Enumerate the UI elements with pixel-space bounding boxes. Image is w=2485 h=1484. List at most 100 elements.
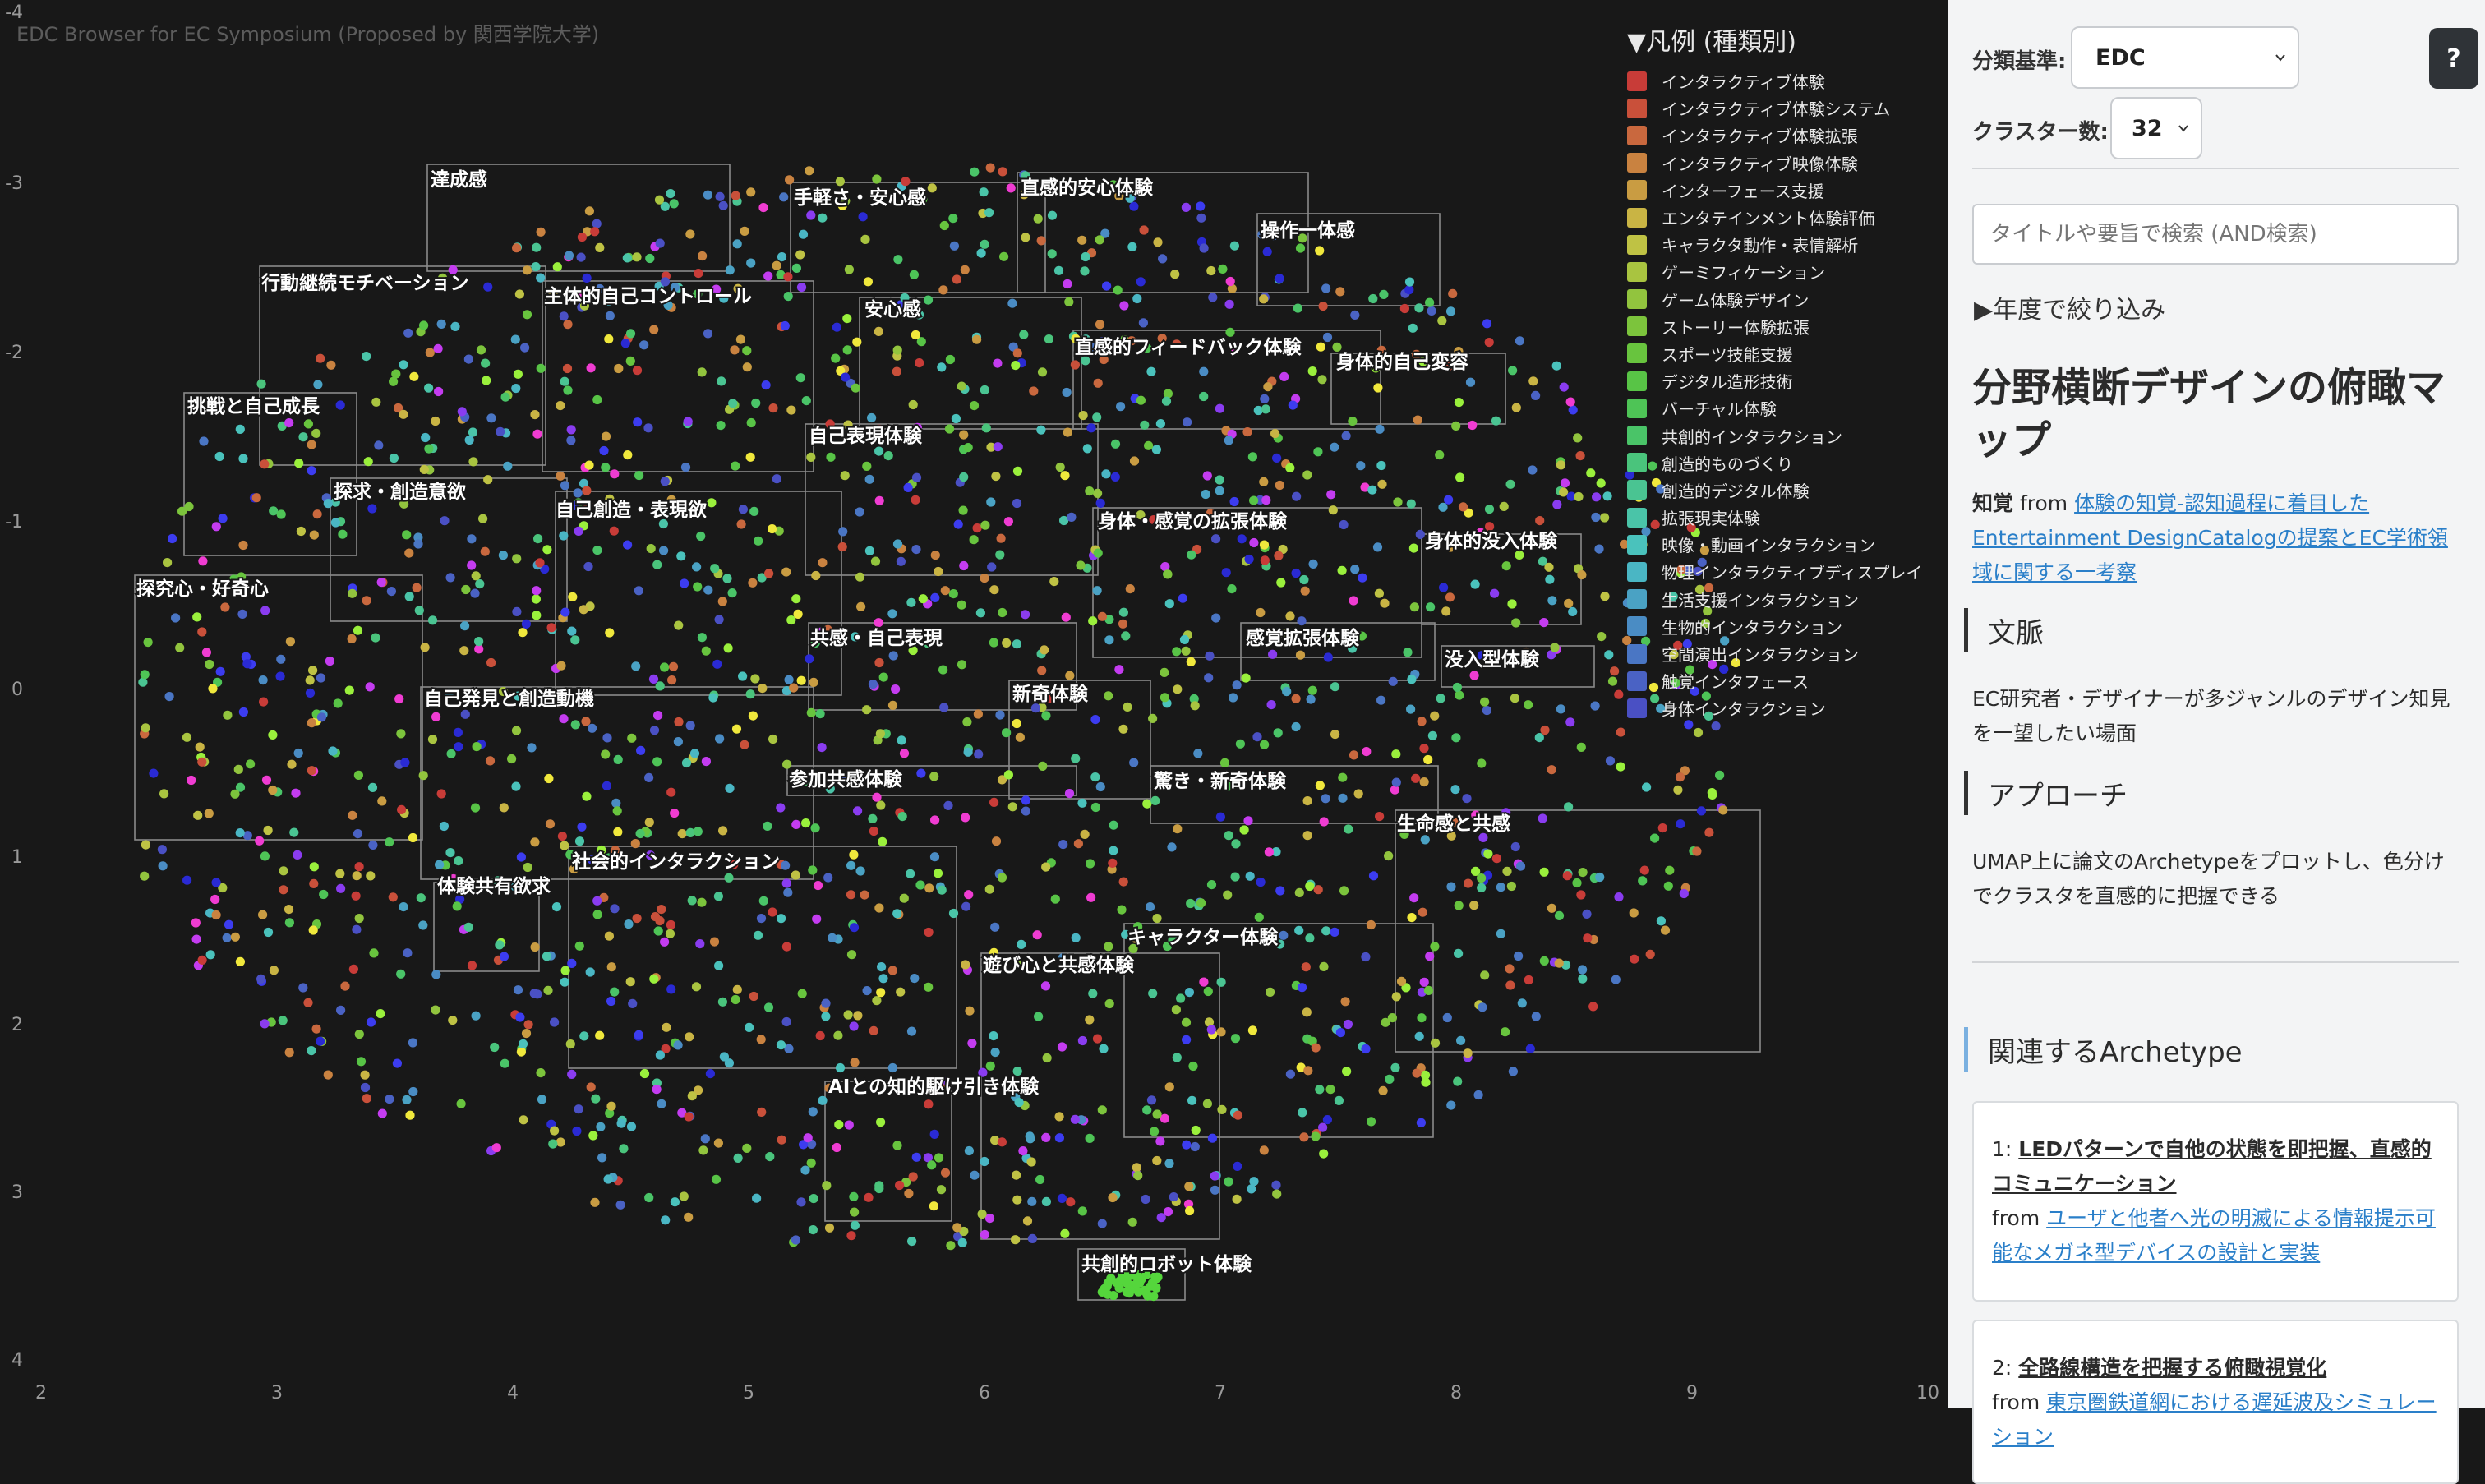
data-point[interactable] bbox=[481, 358, 491, 368]
data-point[interactable] bbox=[1041, 862, 1051, 872]
data-point[interactable] bbox=[964, 890, 974, 900]
data-point[interactable] bbox=[1298, 233, 1307, 243]
data-point[interactable] bbox=[376, 1009, 385, 1019]
data-point[interactable] bbox=[809, 677, 818, 688]
data-point[interactable] bbox=[1191, 1125, 1201, 1136]
data-point[interactable] bbox=[733, 283, 743, 293]
data-point[interactable] bbox=[376, 578, 386, 588]
data-point[interactable] bbox=[1182, 1035, 1192, 1044]
data-point[interactable] bbox=[514, 289, 525, 299]
data-point[interactable] bbox=[740, 740, 749, 749]
data-point[interactable] bbox=[1272, 1189, 1282, 1199]
data-point[interactable] bbox=[1022, 1216, 1033, 1226]
data-point[interactable] bbox=[1368, 871, 1379, 881]
data-point[interactable] bbox=[570, 720, 580, 730]
data-point[interactable] bbox=[530, 837, 540, 847]
data-point[interactable] bbox=[1302, 470, 1312, 480]
data-point[interactable] bbox=[1554, 958, 1564, 968]
data-point[interactable] bbox=[440, 516, 450, 526]
data-point[interactable] bbox=[965, 1006, 975, 1016]
data-point[interactable] bbox=[1656, 484, 1666, 494]
data-point[interactable] bbox=[960, 265, 970, 274]
data-point[interactable] bbox=[193, 810, 203, 820]
data-point[interactable] bbox=[1223, 781, 1233, 791]
data-point[interactable] bbox=[1441, 606, 1451, 616]
data-point[interactable] bbox=[669, 199, 679, 209]
data-point[interactable] bbox=[396, 969, 406, 979]
data-point[interactable] bbox=[1484, 338, 1494, 348]
data-point[interactable] bbox=[1059, 515, 1069, 526]
data-point[interactable] bbox=[810, 823, 820, 833]
data-point[interactable] bbox=[303, 419, 313, 429]
data-point[interactable] bbox=[242, 831, 252, 841]
data-point[interactable] bbox=[823, 873, 833, 883]
data-point[interactable] bbox=[1002, 728, 1012, 738]
data-point[interactable] bbox=[276, 509, 286, 519]
data-point[interactable] bbox=[998, 607, 1007, 618]
data-point[interactable] bbox=[592, 910, 602, 919]
data-point[interactable] bbox=[1029, 386, 1039, 396]
data-point[interactable] bbox=[670, 1197, 680, 1207]
data-point[interactable] bbox=[191, 918, 201, 928]
data-point[interactable] bbox=[1419, 977, 1429, 987]
data-point[interactable] bbox=[906, 597, 916, 607]
data-point[interactable] bbox=[1454, 398, 1464, 408]
data-point[interactable] bbox=[1614, 892, 1624, 902]
data-point[interactable] bbox=[433, 343, 443, 353]
data-point[interactable] bbox=[507, 754, 517, 764]
data-point[interactable] bbox=[1164, 1159, 1174, 1168]
data-point[interactable] bbox=[394, 403, 403, 413]
data-point[interactable] bbox=[1715, 770, 1725, 781]
data-point[interactable] bbox=[474, 644, 484, 654]
data-point[interactable] bbox=[1445, 592, 1455, 602]
data-point[interactable] bbox=[796, 1197, 806, 1207]
data-point[interactable] bbox=[284, 905, 294, 915]
data-point[interactable] bbox=[1506, 881, 1516, 892]
data-point[interactable] bbox=[685, 229, 695, 239]
data-point[interactable] bbox=[1231, 839, 1241, 849]
data-point[interactable] bbox=[984, 1214, 995, 1224]
data-point[interactable] bbox=[1259, 1145, 1269, 1155]
data-point[interactable] bbox=[1215, 403, 1224, 413]
data-point[interactable] bbox=[1528, 376, 1538, 386]
data-point[interactable] bbox=[158, 861, 168, 871]
data-point[interactable] bbox=[693, 582, 703, 592]
data-point[interactable] bbox=[1046, 694, 1056, 703]
data-point[interactable] bbox=[1012, 466, 1023, 477]
data-point[interactable] bbox=[1235, 739, 1245, 749]
data-point[interactable] bbox=[352, 924, 362, 934]
data-point[interactable] bbox=[799, 1140, 809, 1150]
data-point[interactable] bbox=[911, 330, 920, 340]
data-point[interactable] bbox=[1544, 562, 1554, 572]
data-point[interactable] bbox=[1104, 615, 1114, 624]
data-point[interactable] bbox=[989, 947, 999, 957]
data-point[interactable] bbox=[235, 956, 245, 966]
data-point[interactable] bbox=[1323, 652, 1333, 662]
data-point[interactable] bbox=[287, 759, 297, 769]
data-point[interactable] bbox=[1256, 877, 1266, 887]
data-point[interactable] bbox=[1625, 470, 1634, 480]
data-point[interactable] bbox=[949, 241, 959, 251]
data-point[interactable] bbox=[821, 1012, 831, 1021]
data-point[interactable] bbox=[307, 440, 316, 449]
data-point[interactable] bbox=[781, 860, 791, 870]
data-point[interactable] bbox=[986, 497, 996, 507]
data-point[interactable] bbox=[354, 862, 364, 872]
data-point[interactable] bbox=[746, 187, 756, 197]
data-point[interactable] bbox=[732, 984, 742, 994]
data-point[interactable] bbox=[1136, 277, 1146, 287]
data-point[interactable] bbox=[972, 523, 982, 533]
data-point[interactable] bbox=[806, 210, 816, 220]
data-point[interactable] bbox=[1521, 647, 1531, 657]
data-point[interactable] bbox=[776, 270, 786, 279]
data-point[interactable] bbox=[680, 578, 689, 588]
data-point[interactable] bbox=[634, 586, 643, 596]
data-point[interactable] bbox=[1298, 1108, 1307, 1118]
data-point[interactable] bbox=[1054, 1133, 1064, 1143]
data-point[interactable] bbox=[606, 996, 616, 1007]
data-point[interactable] bbox=[1338, 772, 1348, 782]
data-point[interactable] bbox=[457, 407, 467, 417]
data-point[interactable] bbox=[661, 1044, 671, 1053]
data-point[interactable] bbox=[328, 746, 338, 756]
data-point[interactable] bbox=[1007, 298, 1017, 308]
